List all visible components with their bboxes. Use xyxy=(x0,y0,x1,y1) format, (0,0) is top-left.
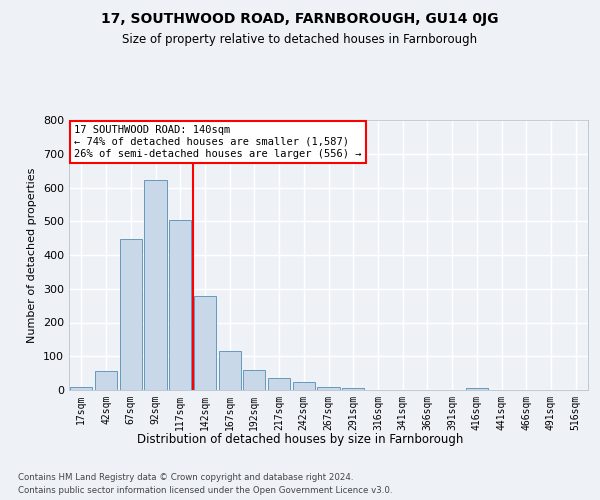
Bar xyxy=(342,388,364,390)
Bar xyxy=(70,386,92,390)
Text: Size of property relative to detached houses in Farnborough: Size of property relative to detached ho… xyxy=(122,32,478,46)
Y-axis label: Number of detached properties: Number of detached properties xyxy=(28,168,37,342)
Bar xyxy=(95,371,117,390)
Bar xyxy=(268,378,290,390)
Bar xyxy=(194,296,216,390)
Bar xyxy=(293,382,315,390)
Bar xyxy=(145,180,167,390)
Text: 17 SOUTHWOOD ROAD: 140sqm
← 74% of detached houses are smaller (1,587)
26% of se: 17 SOUTHWOOD ROAD: 140sqm ← 74% of detac… xyxy=(74,126,362,158)
Text: Contains HM Land Registry data © Crown copyright and database right 2024.: Contains HM Land Registry data © Crown c… xyxy=(18,472,353,482)
Bar xyxy=(466,388,488,390)
Text: 17, SOUTHWOOD ROAD, FARNBOROUGH, GU14 0JG: 17, SOUTHWOOD ROAD, FARNBOROUGH, GU14 0J… xyxy=(101,12,499,26)
Text: Distribution of detached houses by size in Farnborough: Distribution of detached houses by size … xyxy=(137,432,463,446)
Bar xyxy=(243,370,265,390)
Bar xyxy=(169,220,191,390)
Bar xyxy=(218,350,241,390)
Text: Contains public sector information licensed under the Open Government Licence v3: Contains public sector information licen… xyxy=(18,486,392,495)
Bar xyxy=(119,239,142,390)
Bar xyxy=(317,386,340,390)
